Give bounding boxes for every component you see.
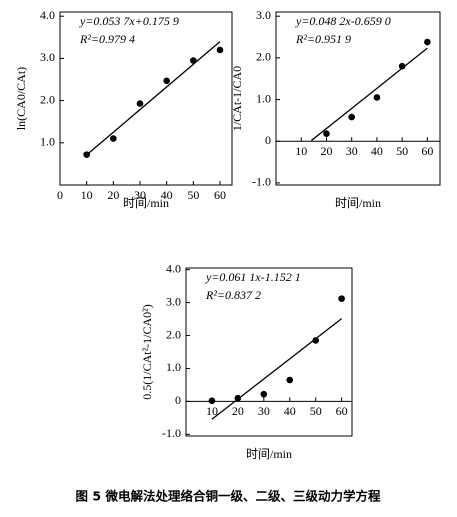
data-point [286, 376, 294, 384]
annotation: R²=0.837 2 [205, 288, 261, 302]
y-tick-label: 3.0 [256, 8, 271, 22]
x-tick-label: 10 [81, 188, 93, 202]
x-tick-label: 60 [336, 404, 348, 418]
fit-line [211, 318, 343, 420]
y-tick-label: -1.0 [252, 175, 271, 189]
y-tick-label: 4.0 [166, 261, 181, 275]
y-axis-label: 0.5(1/CAt²-1/CA0²) [140, 304, 154, 400]
x-tick-label: 40 [371, 144, 383, 158]
fit-line [310, 47, 428, 142]
x-tick-label: 20 [232, 404, 244, 418]
x-tick-label: 10 [295, 144, 307, 158]
y-tick-label: 0 [175, 393, 181, 407]
x-tick-label: 10 [206, 404, 218, 418]
data-point [338, 295, 345, 302]
x-tick-label: 50 [396, 144, 408, 158]
annotation: y=0.061 1x-1.152 1 [205, 270, 301, 284]
y-tick-label: 2.0 [166, 327, 181, 341]
data-point [136, 100, 144, 107]
x-axis-label: 时间/min [335, 196, 381, 210]
data-point [424, 38, 431, 46]
annotation: y=0.048 2x-0.659 0 [295, 14, 391, 28]
data-point [398, 62, 406, 70]
x-tick-label: 0 [57, 188, 63, 202]
x-tick-label: 60 [214, 188, 226, 202]
data-point [323, 130, 330, 138]
plot-frame [185, 267, 353, 437]
x-tick-label: 50 [310, 404, 322, 418]
x-tick-label: 40 [161, 188, 173, 202]
annotation: y=0.053 7x+0.175 9 [79, 14, 179, 28]
x-tick-label: 60 [421, 144, 433, 158]
y-tick-label: 2.0 [256, 50, 271, 64]
y-axis-label: ln(CA0/CAt) [14, 67, 28, 130]
data-point [216, 46, 224, 54]
y-tick-label: 0 [265, 133, 271, 147]
y-tick-label: -1.0 [162, 426, 181, 440]
x-tick-label: 50 [187, 188, 199, 202]
x-tick-label: 30 [346, 144, 358, 158]
x-tick-label: 30 [134, 188, 146, 202]
data-point [260, 390, 268, 398]
x-tick-label: 40 [284, 404, 296, 418]
x-tick-label: 30 [258, 404, 270, 418]
data-point [208, 397, 216, 405]
y-tick-label: 3.0 [40, 50, 55, 64]
y-axis-label: 1/CAt-1/CA0 [230, 66, 244, 131]
plot-frame [59, 11, 233, 186]
data-point [373, 94, 381, 101]
plot-frame [275, 11, 441, 186]
data-point [110, 135, 117, 142]
caption: 图 5 微电解法处理络合铜一级、二级、三级动力学方程 [76, 489, 381, 504]
x-tick-label: 20 [107, 188, 119, 202]
x-axis-label: 时间/min [246, 447, 292, 461]
data-point [312, 337, 319, 344]
annotation: R²=0.979 4 [79, 32, 135, 46]
y-tick-label: 1.0 [40, 135, 55, 149]
y-tick-label: 1.0 [166, 360, 181, 374]
y-tick-label: 4.0 [40, 8, 55, 22]
fit-line [86, 41, 221, 156]
data-point [348, 113, 355, 121]
annotation: R²=0.951 9 [295, 32, 351, 46]
data-point [163, 77, 170, 85]
y-tick-label: 1.0 [256, 91, 271, 105]
x-axis-label: 时间/min [123, 196, 169, 210]
x-tick-label: 20 [320, 144, 332, 158]
y-tick-label: 3.0 [166, 294, 181, 308]
y-tick-label: 2.0 [40, 92, 55, 106]
